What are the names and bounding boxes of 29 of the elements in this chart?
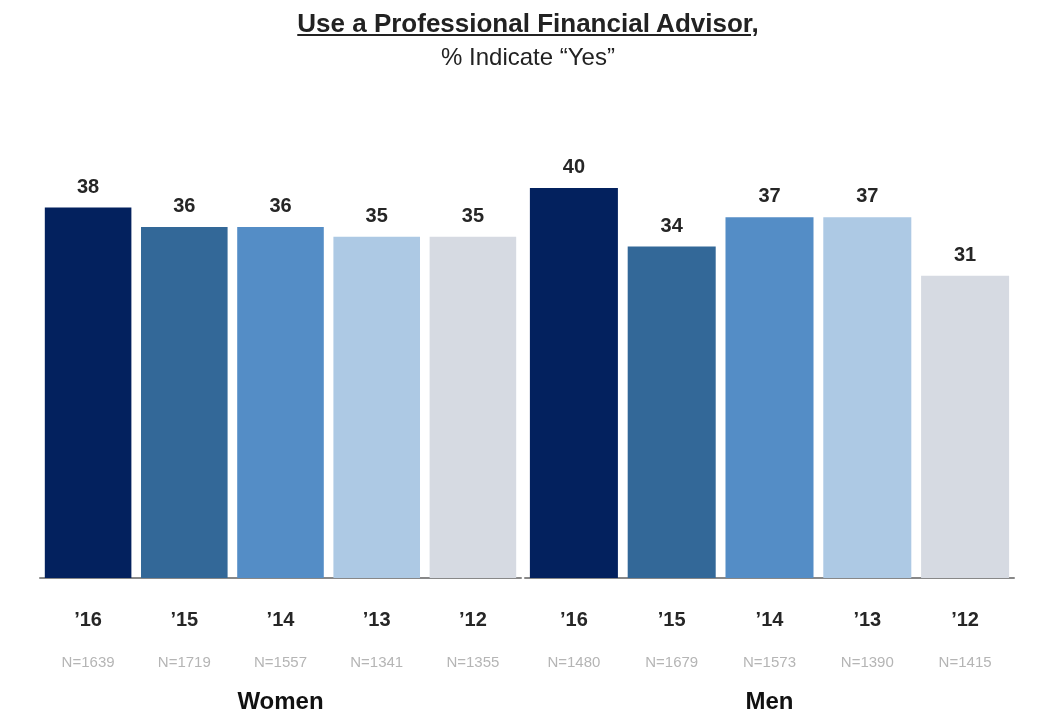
bar: [627, 246, 716, 578]
x-tick-label: ’13 N=1341: [350, 608, 404, 670]
data-label: 35: [461, 203, 485, 226]
data-label: 34: [660, 213, 684, 236]
chart-title: Use a Professional Financial Advisor,: [296, 8, 760, 39]
data-label: 37: [856, 184, 879, 207]
x-tick-label: ’14 N=1573: [743, 608, 796, 670]
x-tick-label: ’12 N=1355: [446, 608, 500, 670]
x-tick-label: ’15 N=1679: [645, 608, 699, 670]
x-axis-title: Men: [745, 686, 794, 714]
x-tick-label: ’12 N=1415: [938, 608, 992, 670]
x-tick-label: ’16 N=1480: [547, 608, 601, 670]
data-label: 37: [758, 184, 781, 207]
x-axis-title: Women: [237, 686, 324, 714]
x-tick-label: ’14 N=1557: [254, 608, 307, 670]
bar: [725, 217, 814, 578]
x-tick-label: ’15 N=1719: [157, 608, 211, 670]
data-label: 36: [269, 194, 292, 216]
chart-subtitle: % Indicate “Yes”: [440, 43, 616, 71]
x-tick-label: ’16 N=1639: [61, 608, 115, 670]
bar: [921, 275, 1010, 578]
data-label: 38: [76, 174, 100, 197]
bar: [823, 217, 912, 578]
x-tick-label: ’13 N=1390: [840, 608, 894, 670]
data-label: 36: [173, 194, 196, 216]
data-label: 40: [562, 155, 586, 177]
data-label: 31: [953, 242, 977, 265]
data-label: 35: [365, 203, 388, 226]
bar: [529, 188, 618, 578]
